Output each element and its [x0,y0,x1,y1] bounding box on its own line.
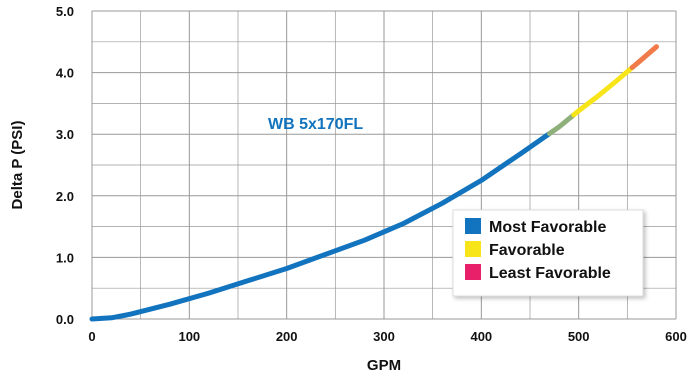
x-tick-label: 200 [276,329,298,344]
y-tick-label: 3.0 [56,127,74,142]
x-tick-label: 400 [470,329,492,344]
legend-swatch [465,241,481,257]
tick-labels: 0 100 200 300 400 500 600 0.0 1.0 2.0 3.0 4.0 5.0 [56,4,687,344]
legend-swatch [465,218,481,234]
curve-label: WB 5x170FL [268,116,363,133]
legend-box [452,209,644,297]
x-tick-label: 300 [373,329,395,344]
series-segment [571,65,635,118]
y-tick-label: 2.0 [56,189,74,204]
x-tick-label: 100 [178,329,200,344]
x-axis-title: GPM [367,357,401,374]
x-tick-label: 500 [568,329,590,344]
series-segment [547,112,577,137]
y-tick-label: 5.0 [56,4,74,19]
series-segment [89,131,552,322]
y-tick-label: 4.0 [56,66,74,81]
y-tick-label: 0.0 [56,312,74,327]
y-axis-title: Delta P (PSI) [9,121,26,210]
x-tick-label: 0 [88,329,95,344]
legend-swatch [465,264,481,280]
legend: Most Favorable Favorable Least Favorable [452,209,644,297]
series-segment [629,44,659,70]
legend-label: Least Favorable [489,265,611,282]
y-tick-label: 1.0 [56,250,74,265]
legend-label: Most Favorable [489,219,606,236]
series-line [89,44,659,322]
x-tick-label: 600 [665,329,687,344]
legend-label: Favorable [489,242,565,259]
